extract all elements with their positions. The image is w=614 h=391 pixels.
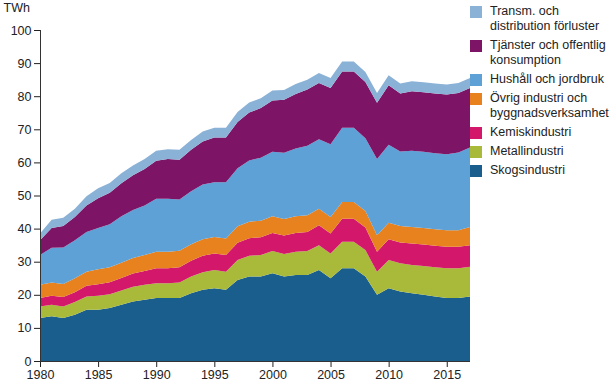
svg-text:2015: 2015 (433, 368, 461, 382)
svg-text:40: 40 (18, 222, 32, 236)
svg-text:80: 80 (18, 90, 32, 104)
svg-text:60: 60 (18, 156, 32, 170)
html-text:Övrig industri och byggnadsver: Övrig industri och byggnadsverksamhet (490, 91, 609, 120)
html-text:Skogsindustri: Skogsindustri (490, 163, 565, 177)
svg-text:2010: 2010 (375, 368, 403, 382)
svg-text:20: 20 (18, 288, 32, 302)
svg-text:90: 90 (18, 57, 32, 71)
html-text:Tjänster och offentlig konsump: Tjänster och offentlig konsumption (490, 38, 606, 67)
svg-text:2000: 2000 (259, 368, 287, 382)
svg-text:100: 100 (11, 24, 32, 38)
html-text:Transm. och distribution förlu: Transm. och distribution förluster (490, 4, 600, 33)
svg-text:1990: 1990 (143, 368, 171, 382)
svg-text:1980: 1980 (27, 368, 55, 382)
svg-text:30: 30 (18, 255, 32, 269)
svg-text:1995: 1995 (201, 368, 229, 382)
svg-text:70: 70 (18, 123, 32, 137)
svg-text:10: 10 (18, 321, 32, 335)
svg-text:TWh: TWh (4, 1, 30, 15)
html-text:Hushåll och jordbruk: Hushåll och jordbruk (490, 72, 604, 86)
html-text:Kemiskindustri: Kemiskindustri (490, 125, 572, 139)
svg-text:1985: 1985 (85, 368, 113, 382)
svg-text:50: 50 (18, 189, 32, 203)
html-text:Metallindustri: Metallindustri (490, 144, 564, 158)
svg-text:2005: 2005 (317, 368, 345, 382)
svg-text:0: 0 (25, 355, 32, 369)
